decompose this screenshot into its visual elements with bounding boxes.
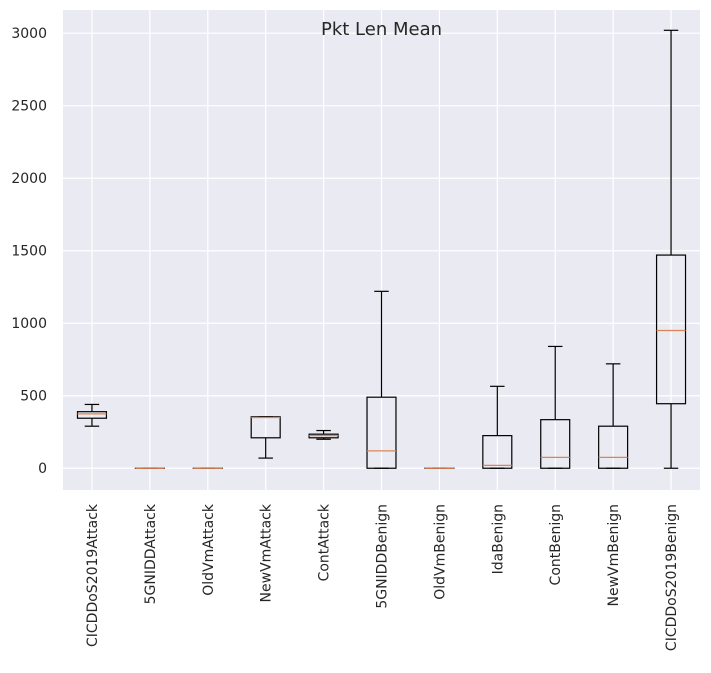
box-NewVmBenign — [598, 363, 629, 469]
x-tick-label: OldVmAttack — [201, 503, 217, 596]
y-tick-label: 1500 — [11, 244, 47, 260]
x-tick-label: NewVmAttack — [259, 503, 275, 602]
y-tick-label: 3000 — [11, 26, 47, 42]
box-5GNIDDBenign — [366, 290, 397, 469]
box-ContAttack — [308, 429, 339, 440]
iqr-box — [76, 411, 108, 419]
y-tick-label: 2000 — [11, 171, 47, 187]
iqr-box — [598, 425, 629, 469]
x-axis-ticks: CICDDoS2019Attack 5GNIDDAttack OldVmAttack… — [85, 503, 680, 651]
boxes — [76, 29, 687, 469]
iqr-box — [250, 416, 281, 439]
box-CICDDoS2019Attack — [76, 403, 108, 427]
box-NewVmAttack — [250, 416, 281, 459]
x-tick-label: OldVmBenign — [432, 504, 448, 600]
box-IdaBenign — [482, 385, 513, 469]
iqr-box — [366, 396, 397, 469]
x-tick-label: ContBenign — [548, 504, 564, 585]
x-tick-label: CICDDoS2019Attack — [85, 503, 101, 647]
x-tick-label: ContAttack — [317, 503, 333, 581]
y-tick-label: 2500 — [11, 99, 47, 115]
y-tick-label: 1000 — [11, 316, 47, 332]
x-tick-label: IdaBenign — [490, 504, 506, 574]
x-tick-label: NewVmBenign — [606, 504, 622, 607]
iqr-box — [655, 254, 687, 405]
y-axis-ticks: 0 500 1000 1500 2000 2500 3000 — [11, 26, 47, 477]
chart-title: Pkt Len Mean — [321, 19, 442, 40]
x-tick-label: 5GNIDDAttack — [143, 503, 159, 604]
box-CICDDoS2019Benign — [655, 29, 687, 469]
iqr-box — [540, 419, 571, 469]
x-tick-label: CICDDoS2019Benign — [664, 504, 680, 651]
y-tick-label: 0 — [38, 461, 47, 477]
y-tick-label: 500 — [20, 389, 47, 405]
box-ContBenign — [540, 345, 571, 469]
iqr-box — [482, 435, 513, 469]
x-tick-label: 5GNIDDBenign — [375, 504, 391, 609]
